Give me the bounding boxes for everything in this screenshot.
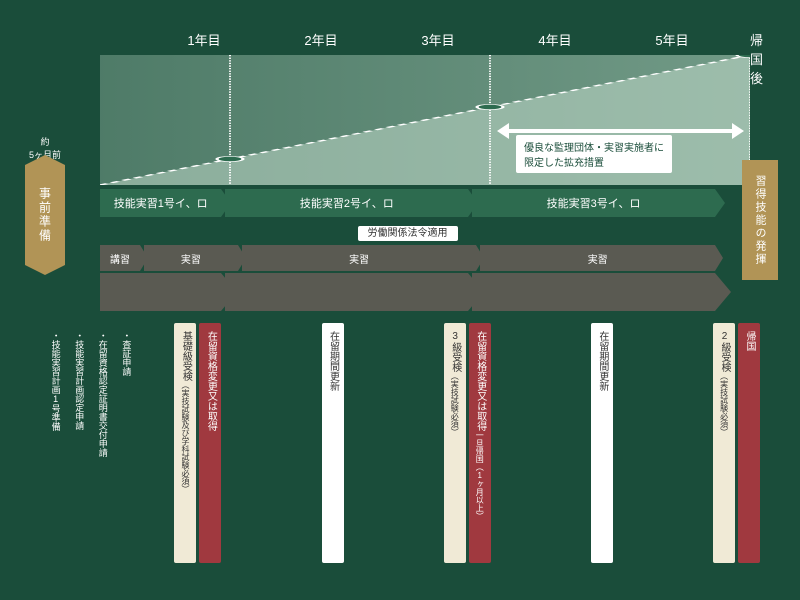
- year-label: 帰国後: [750, 30, 763, 87]
- labor-law-label: 労働関係法令適用: [100, 223, 715, 241]
- period-renewal-1: 在留期間更新: [322, 323, 344, 563]
- phase-3: 技能実習3号イ、ロ: [472, 189, 715, 217]
- lecture-box: 講習: [100, 245, 140, 271]
- practice-3: 実習: [480, 245, 715, 271]
- step-1: 基礎級受検（実技試験及び学科試験必須） 在留資格変更又は取得: [174, 323, 221, 563]
- phase-row: 技能実習1号イ、ロ 技能実習2号イ、ロ 技能実習3号イ、ロ: [100, 189, 715, 217]
- big-arrow-3: [472, 273, 715, 311]
- big-arrow-1: [100, 273, 221, 311]
- step-text: 基礎級受検: [178, 331, 192, 381]
- phase-label: 技能実習3号イ、ロ: [547, 195, 641, 211]
- year-label: 2年目: [304, 30, 337, 49]
- practice-label: 実習: [181, 251, 201, 266]
- phase-label: 技能実習2号イ、ロ: [300, 195, 394, 211]
- exam-2nd: 2級受検（実技試験必須）: [713, 323, 735, 563]
- year-label: 1年目: [187, 30, 220, 49]
- step-sub: （実技試験及び学科試験必須）: [180, 381, 191, 493]
- result-label: 習得技能の発揮: [752, 175, 768, 266]
- prep-box: 事前準備: [25, 165, 65, 265]
- prep-items: ・技能実習計画1号準備 ・技能実習計画認定申請 ・在留資格認定証明書交付申請 ・…: [45, 323, 136, 563]
- growth-chart: 優良な監理団体・実習実施者に 限定した拡充措置: [100, 55, 750, 185]
- lecture-label: 講習: [110, 251, 130, 266]
- steps-row: ・技能実習計画1号準備 ・技能実習計画認定申請 ・在留資格認定証明書交付申請 ・…: [45, 323, 760, 563]
- step-text: 2級受検: [717, 331, 731, 372]
- step-5: 2級受検（実技試験必須） 帰国: [713, 323, 760, 563]
- labor-law-text: 労働関係法令適用: [358, 226, 458, 241]
- callout-text: 限定した拡充措置: [524, 158, 604, 169]
- prep-item: ・査証申請: [116, 323, 137, 563]
- result-box: 習得技能の発揮: [742, 160, 778, 280]
- step-sub: （実技試験必須）: [449, 372, 460, 436]
- prep-item: ・技能実習計画認定申請: [69, 323, 90, 563]
- phase-1: 技能実習1号イ、ロ: [100, 189, 221, 217]
- step-text: 在留資格変更又は取得: [473, 331, 487, 431]
- timeline-header: 1年目 2年目 3年目 4年目 5年目 帰国後: [100, 30, 750, 55]
- prep-item: ・在留資格認定証明書交付申請: [92, 323, 113, 563]
- diagram-container: 1年目 2年目 3年目 4年目 5年目 帰国後 優良な監理団体・実習実施者に 限…: [0, 0, 800, 600]
- step-2: 在留期間更新: [322, 323, 344, 563]
- step-sub: 一旦帰国（1ヶ月以上）: [474, 431, 485, 520]
- prep-label: 事前準備: [37, 187, 54, 243]
- exam-basic: 基礎級受検（実技試験及び学科試験必須）: [174, 323, 196, 563]
- step-sub: （実技試験必須）: [718, 372, 729, 436]
- expansion-callout: 優良な監理団体・実習実施者に 限定した拡充措置: [516, 135, 672, 173]
- step-text: 3級受検: [448, 331, 462, 372]
- practice-row: 講習 実習 実習 実習: [100, 245, 715, 271]
- big-arrows-row: [100, 273, 715, 311]
- period-renewal-2: 在留期間更新: [591, 323, 613, 563]
- exam-3rd: 3級受検（実技試験必須）: [444, 323, 466, 563]
- big-arrow-2: [225, 273, 468, 311]
- practice-1: 実習: [144, 245, 238, 271]
- year-label: 3年目: [421, 30, 454, 49]
- practice-label: 実習: [349, 251, 369, 266]
- chart-point: [477, 104, 503, 109]
- return-home: 帰国: [738, 323, 760, 563]
- practice-label: 実習: [588, 251, 608, 266]
- callout-text: 優良な監理団体・実習実施者に: [524, 143, 664, 154]
- residence-change-2: 在留資格変更又は取得一旦帰国（1ヶ月以上）: [469, 323, 491, 563]
- practice-2: 実習: [242, 245, 477, 271]
- step-3: 3級受検（実技試験必須） 在留資格変更又は取得一旦帰国（1ヶ月以上）: [444, 323, 491, 563]
- arrow-line: [509, 129, 732, 133]
- prep-item: ・技能実習計画1号準備: [45, 323, 66, 563]
- chart-point: [217, 156, 243, 161]
- step-4: 在留期間更新: [591, 323, 613, 563]
- residence-change-1: 在留資格変更又は取得: [199, 323, 221, 563]
- phase-2: 技能実習2号イ、ロ: [225, 189, 468, 217]
- phase-label: 技能実習1号イ、ロ: [114, 195, 208, 211]
- year-label: 4年目: [538, 30, 571, 49]
- year-label: 5年目: [655, 30, 688, 49]
